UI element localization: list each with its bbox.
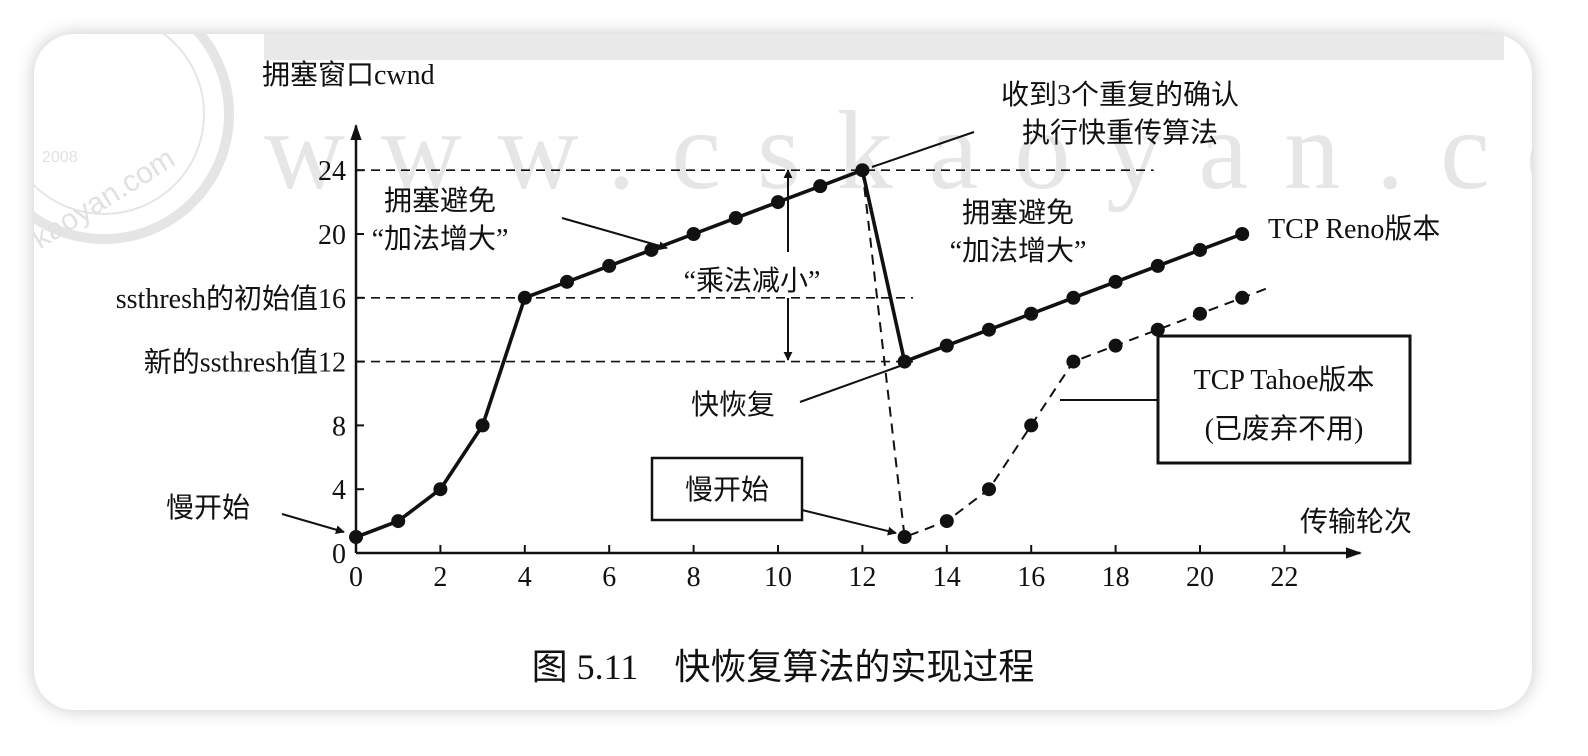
data-point: [686, 227, 701, 241]
fast-recovery-figure: 2008 kaoyan.com www.cskaoyan.com 0246810…: [34, 34, 1532, 687]
reference-lines: [356, 169, 1154, 363]
data-point: [644, 242, 659, 257]
data-point: [939, 514, 954, 529]
box-slow-start: [650, 456, 804, 522]
x-tick-label: 8: [687, 562, 701, 593]
watermark-site-text: www.cskaoyan.com: [264, 89, 1532, 213]
data-point: [813, 179, 828, 194]
data-point: [982, 322, 996, 337]
label-triple-ack-line1: 收到3个重复的确认: [1001, 79, 1239, 111]
data-point: [602, 258, 617, 273]
data-point: [771, 195, 785, 210]
label-slow-start: 慢开始: [166, 492, 250, 524]
data-point: [1193, 242, 1207, 257]
y-tick-label: 20: [318, 220, 346, 251]
x-tick-label: 22: [1270, 562, 1298, 593]
data-point: [728, 211, 743, 226]
label-slow-start-boxed: 慢开始: [685, 474, 769, 506]
box-tahoe: [1156, 334, 1412, 465]
x-tick-label: 20: [1186, 562, 1214, 593]
data-point: [897, 530, 912, 545]
label-fast-recovery: 快恢复: [691, 389, 775, 421]
data-point: [1108, 274, 1123, 289]
label-tahoe-note: (已废弃不用): [1205, 413, 1364, 445]
data-point: [391, 514, 406, 529]
data-point: [1108, 338, 1123, 353]
label-ca2-line1: 拥塞避免: [962, 197, 1074, 229]
figure-caption: 图 5.11 快恢复算法的实现过程: [532, 647, 1035, 687]
data-point: [1024, 306, 1039, 321]
arrow-slow-start-boxed: [801, 509, 897, 536]
series-tahoe: [861, 170, 1273, 545]
x-tick-label: 2: [433, 562, 447, 593]
data-point: [1150, 258, 1165, 273]
series-reno: [349, 163, 1250, 545]
x-ticks: 0 2 4 6 8 10 12 14 16 18 20 22: [349, 545, 1298, 593]
leader-triple-ack: [871, 131, 975, 168]
data-point: [1193, 306, 1207, 321]
label-tahoe: TCP Tahoe版本: [1194, 364, 1375, 396]
data-point: [939, 338, 954, 353]
y-tick-label: 8: [332, 411, 346, 442]
data-point: [433, 482, 448, 497]
data-point: [1150, 322, 1165, 337]
y-ticks: 0 4 8 新的ssthresh值12 ssthresh的初始值16 20 24: [116, 156, 364, 570]
seal-year: 2008: [42, 149, 78, 166]
data-point: [1066, 354, 1081, 369]
axes: 0 2 4 6 8 10 12 14 16 18 20 22 048新的ssthresh值12ssth…: [116, 59, 1412, 593]
y-axis-title: 拥塞窗口cwnd: [262, 59, 435, 91]
y-tick-label: 新的ssthresh值12: [144, 347, 346, 379]
data-point: [1066, 290, 1081, 305]
series-line: [355, 168, 1243, 539]
y-tick-label: 0: [332, 539, 346, 570]
series-layer: [349, 163, 1273, 545]
data-point: [982, 482, 996, 497]
x-axis-title: 传输轮次: [1300, 506, 1412, 538]
label-ca1-line2: “加法增大”: [372, 223, 509, 255]
data-point: [1235, 227, 1250, 241]
watermark-seal: 2008 kaoyan.com: [34, 34, 234, 256]
label-reno: TCP Reno版本: [1268, 213, 1440, 245]
label-ca2-line2: “加法增大”: [950, 235, 1087, 267]
label-mult-decrease: “乘法减小”: [684, 265, 821, 297]
y-tick-label: 4: [332, 475, 346, 506]
data-point: [897, 354, 912, 369]
x-tick-label: 16: [1017, 562, 1045, 593]
x-tick-label: 4: [518, 562, 532, 593]
x-tick-label: 10: [764, 562, 792, 593]
data-point: [1235, 290, 1250, 305]
x-tick-label: 0: [349, 562, 363, 593]
watermark: 2008 kaoyan.com www.cskaoyan.com: [34, 34, 1532, 256]
y-tick-label: ssthresh的初始值16: [116, 283, 346, 315]
data-point: [517, 290, 532, 305]
label-triple-ack-line2: 执行快重传算法: [1022, 117, 1218, 149]
data-point: [1024, 418, 1039, 433]
figure-card: 2008 kaoyan.com www.cskaoyan.com 0246810…: [34, 34, 1532, 710]
annotations: 慢开始 慢开始 收到3个重复的确认 执行快重传算法 拥塞避免 “加法增大” 拥塞…: [166, 79, 1440, 536]
data-point: [560, 274, 574, 289]
label-ca1-line1: 拥塞避免: [384, 185, 496, 217]
arrow-ca1: [561, 217, 668, 251]
arrow-slow-start: [281, 513, 345, 535]
x-tick-label: 6: [602, 562, 616, 593]
data-point: [349, 530, 363, 545]
watermark-band: [264, 34, 1504, 60]
leader-fast-recovery: [799, 365, 901, 403]
data-point: [475, 418, 490, 433]
y-tick-label: 24: [318, 156, 346, 187]
x-tick-label: 14: [933, 562, 961, 593]
x-tick-label: 12: [848, 562, 876, 593]
x-tick-label: 18: [1102, 562, 1130, 593]
